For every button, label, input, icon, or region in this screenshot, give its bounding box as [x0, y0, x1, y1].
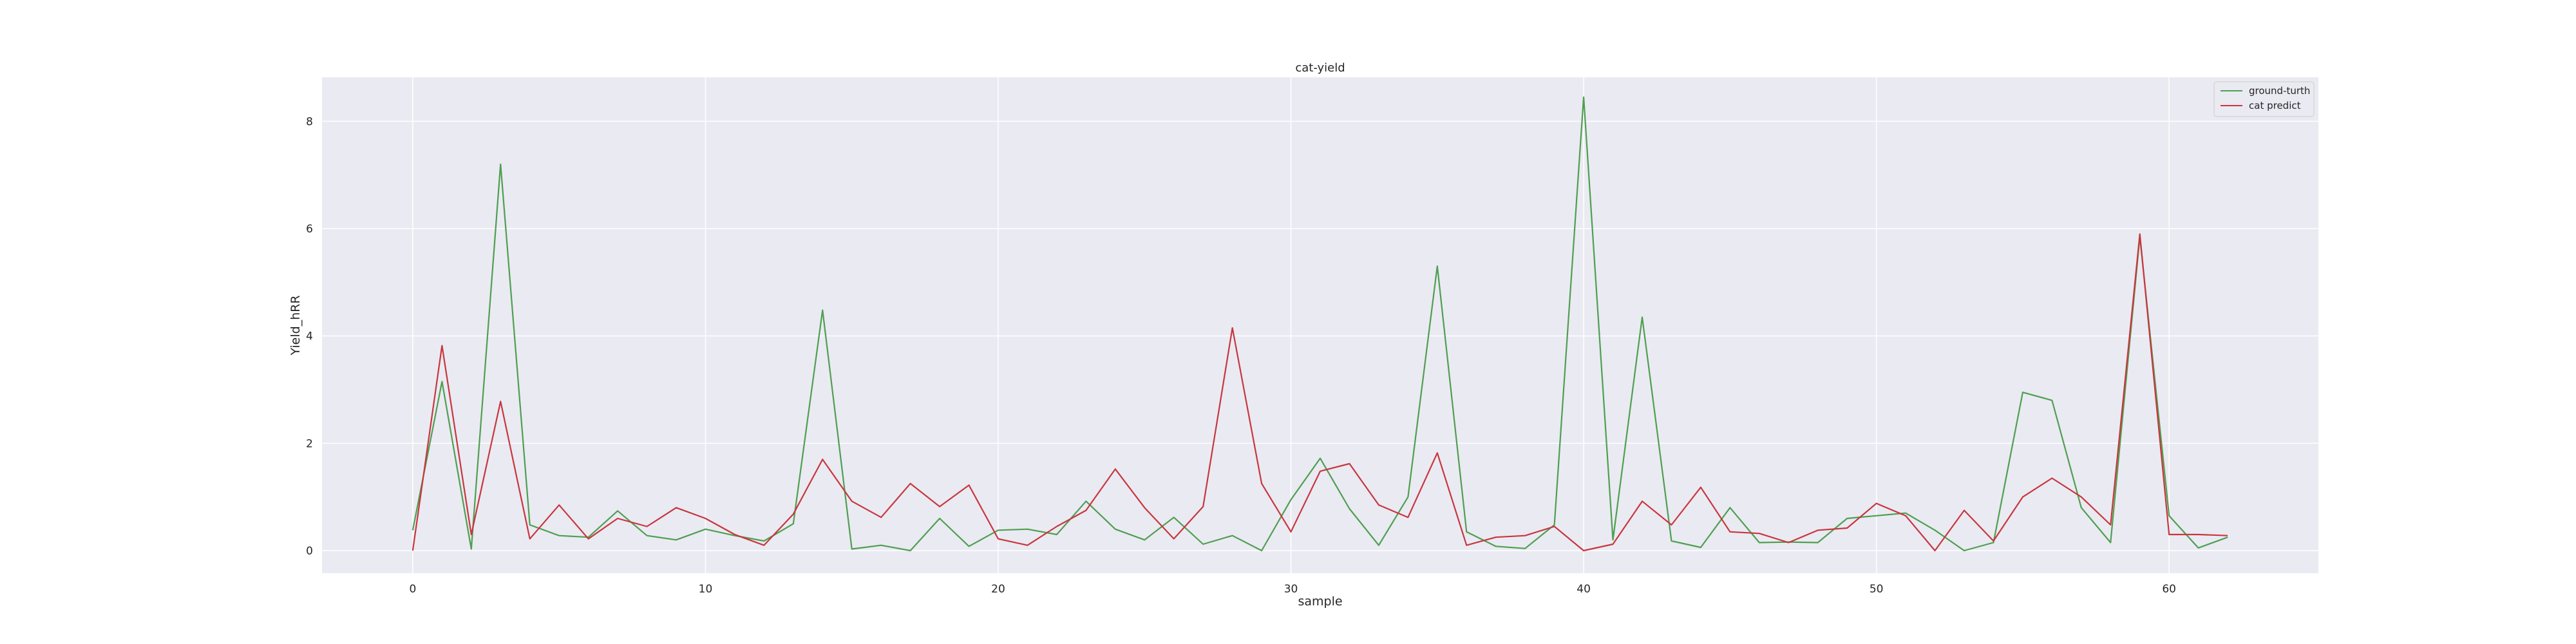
x-tick-label: 50: [1870, 583, 1884, 596]
x-tick-label: 40: [1577, 583, 1591, 596]
tick-labels: 0 10 20 30 40 50 60 0 2 4 6 8: [306, 115, 2176, 596]
y-tick-label: 6: [306, 223, 313, 236]
x-tick-label: 20: [991, 583, 1005, 596]
y-tick-label: 4: [306, 330, 313, 343]
series-line-cat-predict: [412, 233, 2228, 552]
series-line-ground-turth: [412, 96, 2228, 552]
x-tick-label: 60: [2162, 583, 2176, 596]
chart-title: cat-yield: [1295, 61, 1345, 75]
x-axis-label: sample: [1298, 594, 1342, 609]
legend: ground-turth cat predict: [2213, 81, 2315, 117]
x-tick-label: 10: [699, 583, 713, 596]
x-tick-label: 30: [1284, 583, 1298, 596]
grid: [322, 77, 2318, 573]
legend-label-ground-turth: ground-turth: [2249, 85, 2310, 97]
legend-label-cat-predict: cat predict: [2249, 100, 2301, 111]
x-tick-label: 0: [409, 583, 416, 596]
y-axis-label: Yield_hRR: [289, 295, 303, 355]
y-tick-label: 2: [306, 437, 313, 450]
y-tick-label: 0: [306, 545, 313, 558]
y-tick-label: 8: [306, 115, 313, 128]
series-layer: [412, 96, 2228, 552]
plot-background: [322, 77, 2318, 573]
